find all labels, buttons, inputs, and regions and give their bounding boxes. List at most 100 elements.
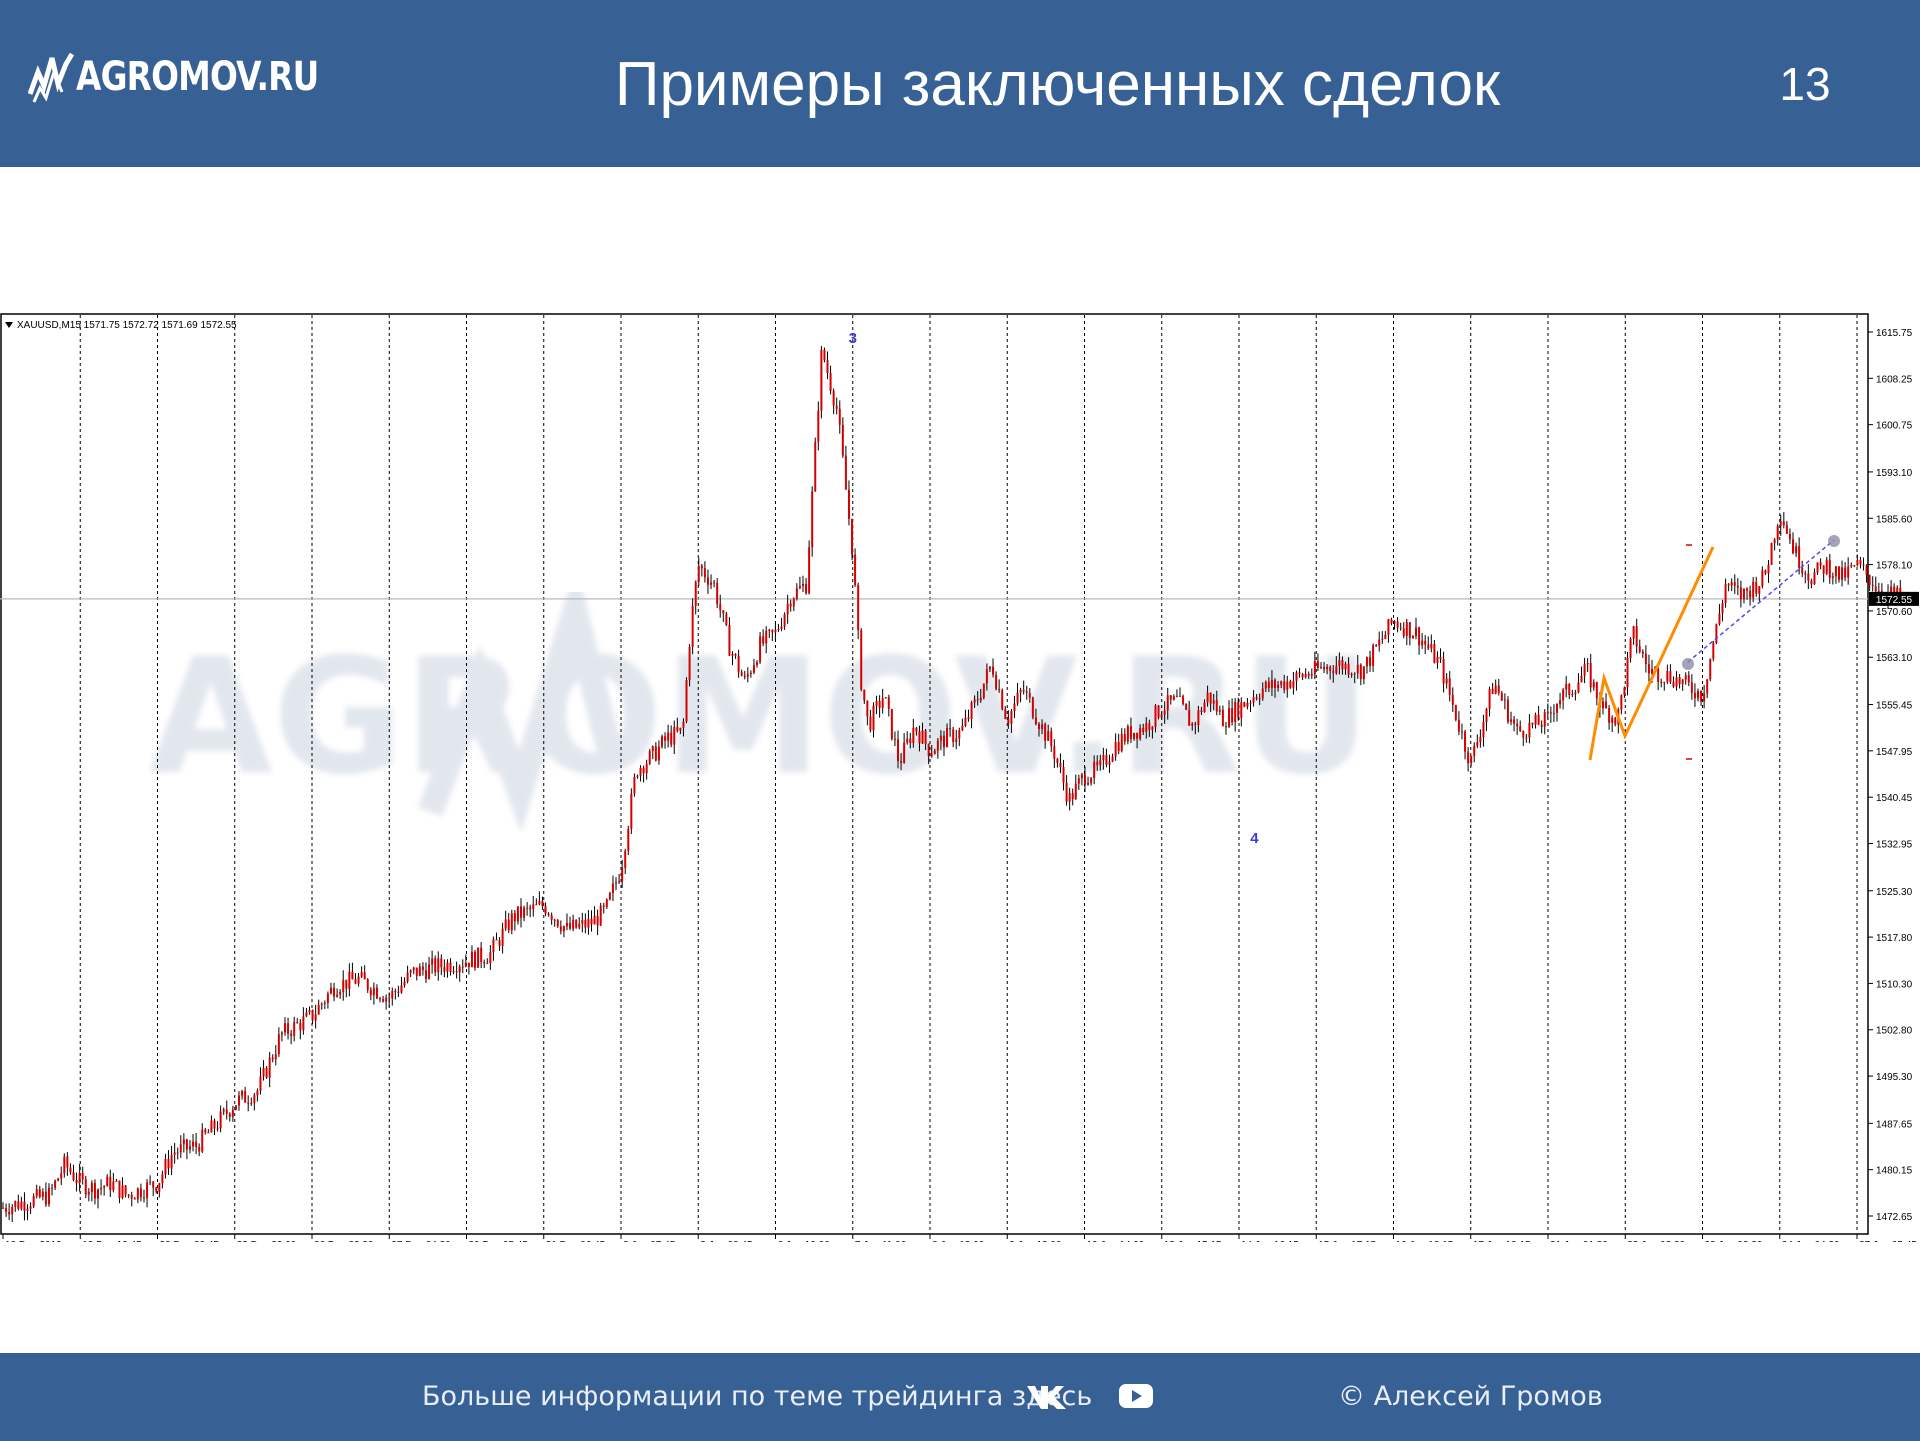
x-tick-label: 27 Dec 04:30: [391, 1240, 451, 1242]
candle-body: [1037, 724, 1040, 730]
candle-body: [440, 958, 443, 968]
candle-body: [1687, 675, 1690, 683]
candle-body: [455, 971, 458, 973]
candle-body: [1182, 696, 1185, 704]
x-tick-label: 2 Jan 07:45: [623, 1240, 676, 1242]
candle-body: [841, 424, 844, 456]
candle-body: [424, 970, 427, 979]
candle-body: [1816, 562, 1819, 573]
candle-body: [1696, 690, 1699, 699]
candle-body: [1761, 570, 1764, 587]
candle-body: [207, 1132, 210, 1134]
candle-body: [1129, 726, 1132, 739]
candle-body: [1065, 782, 1068, 802]
candle-body: [817, 410, 820, 442]
candle-body: [562, 926, 565, 932]
candle-body: [397, 991, 400, 993]
vk-icon[interactable]: [1026, 1383, 1070, 1416]
candle-body: [581, 919, 584, 924]
candle-body: [1844, 567, 1847, 578]
candle-body: [412, 967, 415, 971]
candle-body: [418, 966, 421, 977]
candle-body: [936, 740, 939, 751]
candle-body: [1828, 559, 1831, 578]
brand-logo[interactable]: AGROMOV.RU: [28, 48, 372, 106]
candle-body: [1767, 564, 1770, 574]
x-axis-labels: 18 Dec 2019 19 Dec 19:45 20 Dec 20:45 23 De…: [2, 1234, 1917, 1242]
candle-body: [323, 1002, 326, 1004]
candle-body: [225, 1109, 228, 1114]
candle-body: [14, 1201, 17, 1207]
candle-body: [1418, 627, 1421, 646]
candle-body: [1378, 639, 1381, 646]
candle-body: [241, 1090, 244, 1096]
candle-body: [1454, 704, 1457, 720]
x-tick-label: 20 Dec 20:45: [160, 1240, 220, 1242]
candle-body: [792, 598, 795, 607]
candle-body: [538, 901, 541, 905]
candle-body: [847, 489, 850, 519]
candle-body: [516, 906, 519, 922]
candle-body: [1424, 640, 1427, 645]
youtube-icon[interactable]: [1118, 1381, 1154, 1416]
candle-body: [774, 629, 777, 633]
candle-body: [192, 1141, 195, 1147]
candle-body: [909, 738, 912, 744]
candle-body: [860, 630, 863, 690]
candle-body: [1050, 731, 1053, 747]
candle-body: [1666, 671, 1669, 682]
candle-body: [8, 1211, 11, 1215]
candle-body: [1430, 644, 1433, 649]
candle-body: [90, 1182, 93, 1193]
chart-header-text: XAUUSD,M15 1571.75 1572.72 1571.69 1572.…: [17, 320, 237, 331]
candle-body: [1056, 758, 1059, 763]
candle-body: [103, 1186, 106, 1188]
header-bar: AGROMOV.RU Примеры заключенных сделок 13: [0, 0, 1920, 167]
candle-body: [1319, 667, 1322, 669]
candle-body: [676, 726, 679, 731]
candle-body: [688, 646, 691, 681]
price-tag: [1869, 591, 1919, 606]
candle-body: [1718, 613, 1721, 625]
candle-body: [884, 697, 887, 699]
candle-body: [29, 1206, 32, 1209]
candle-body: [915, 727, 918, 732]
candle-body: [1031, 697, 1034, 718]
candle-body: [1792, 539, 1795, 554]
candle-body: [204, 1129, 207, 1133]
candle-body: [216, 1128, 219, 1130]
candle-body: [602, 905, 605, 907]
candle-body: [1485, 708, 1488, 723]
candle-body: [437, 958, 440, 973]
candle-body: [1335, 665, 1338, 674]
candle-body: [1329, 666, 1332, 671]
candle-body: [798, 586, 801, 589]
candle-body: [1451, 694, 1454, 705]
candle-body: [673, 726, 676, 745]
x-tick-label: 17 Jan 19:15: [1473, 1240, 1531, 1242]
candle-body: [1145, 723, 1148, 733]
candle-body: [1749, 590, 1752, 598]
candle-body: [480, 947, 483, 963]
candle-body: [1191, 723, 1194, 726]
candle-body: [762, 636, 765, 644]
candle-body: [339, 992, 342, 995]
x-tick-label: 24 Jan 04:30: [1782, 1240, 1840, 1242]
candle-body: [228, 1113, 231, 1117]
candle-body: [296, 1022, 299, 1024]
candle-body: [1859, 559, 1862, 565]
x-tick-label: 8 Jan 12:00: [932, 1240, 985, 1242]
collapse-triangle-icon[interactable]: [5, 322, 13, 328]
candle-body: [1825, 559, 1828, 574]
candle-body: [1105, 755, 1108, 765]
candle-body: [897, 739, 900, 762]
candle-body: [1733, 582, 1736, 586]
candle-body: [158, 1183, 161, 1192]
candle-body: [280, 1032, 283, 1035]
candle-body: [1114, 741, 1117, 757]
candle-body: [1034, 717, 1037, 725]
candle-body: [326, 993, 329, 1003]
y-tick-label: 1547.95: [1876, 747, 1913, 758]
candle-body: [1706, 679, 1709, 694]
candle-body: [608, 893, 611, 900]
